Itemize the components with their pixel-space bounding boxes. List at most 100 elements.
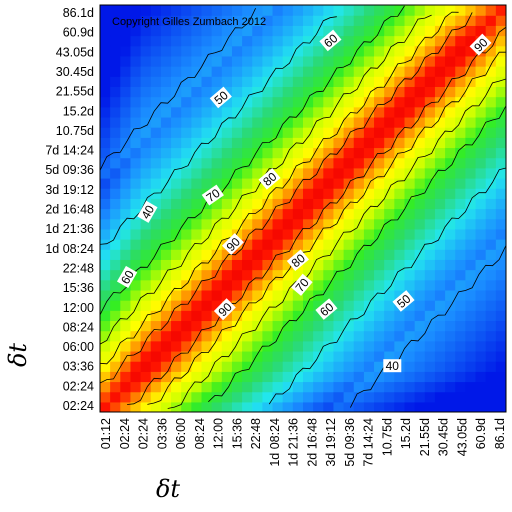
heatmap-cell — [445, 300, 456, 311]
heatmap-cell — [434, 371, 446, 383]
heatmap-cell — [323, 208, 335, 220]
heatmap-cell — [445, 381, 456, 393]
heatmap-cell — [465, 66, 477, 77]
heatmap-cell — [404, 310, 416, 322]
heatmap-cell — [374, 249, 385, 260]
heatmap-cell — [414, 188, 426, 199]
heatmap-cell — [150, 96, 162, 108]
heatmap-cell — [160, 289, 172, 301]
heatmap-cell — [272, 177, 284, 189]
heatmap-cell — [303, 208, 314, 220]
heatmap-cell — [404, 239, 416, 250]
heatmap-cell — [191, 228, 203, 240]
heatmap-cell — [120, 5, 132, 16]
heatmap-cell — [231, 76, 243, 87]
heatmap-cell — [181, 127, 192, 138]
x-tick-label: 12:00 — [212, 418, 226, 449]
heatmap-cell — [445, 401, 456, 412]
heatmap-cell — [465, 5, 477, 16]
heatmap-cell — [120, 381, 132, 393]
heatmap-cell — [323, 391, 335, 403]
heatmap-cell — [242, 259, 253, 271]
heatmap-cell — [323, 188, 335, 199]
heatmap-cell — [414, 228, 426, 240]
heatmap-cell — [495, 96, 506, 108]
heatmap-cell — [201, 391, 213, 403]
heatmap-cell — [374, 361, 385, 372]
heatmap-cell — [465, 208, 477, 220]
heatmap-cell — [100, 167, 111, 179]
heatmap-cell — [414, 279, 426, 291]
y-tick-label: 02:24 — [63, 399, 94, 413]
heatmap-cell — [303, 157, 314, 169]
heatmap-cell — [272, 330, 284, 342]
heatmap-cell — [120, 147, 132, 159]
heatmap-cell — [303, 259, 314, 271]
heatmap-cell — [201, 269, 213, 281]
heatmap-cell — [262, 310, 274, 322]
heatmap-cell — [465, 269, 477, 281]
heatmap-cell — [404, 340, 416, 352]
heatmap-cell — [120, 401, 132, 412]
heatmap-cell — [404, 76, 416, 87]
heatmap-cell — [150, 279, 162, 291]
heatmap-cell — [262, 127, 274, 138]
heatmap-cell — [475, 381, 487, 393]
heatmap-cell — [404, 116, 416, 128]
heatmap-cell — [495, 86, 506, 98]
heatmap-cell — [394, 289, 406, 301]
heatmap-cell — [313, 381, 324, 393]
heatmap-cell — [231, 401, 243, 412]
heatmap-cell — [181, 269, 192, 281]
heatmap-cell — [272, 269, 284, 281]
heatmap-cell — [414, 300, 426, 311]
heatmap-cell — [363, 361, 375, 372]
heatmap-cell — [303, 401, 314, 412]
heatmap-cell — [140, 35, 152, 47]
heatmap-cell — [465, 86, 477, 98]
heatmap-cell — [404, 198, 416, 210]
heatmap-cell — [313, 198, 324, 210]
heatmap-cell — [384, 249, 395, 260]
heatmap-cell — [374, 157, 385, 169]
heatmap-cell — [221, 208, 233, 220]
heatmap-cell — [140, 320, 152, 332]
heatmap-cell — [100, 5, 111, 16]
heatmap-cell — [384, 86, 395, 98]
heatmap-cell — [140, 279, 152, 291]
heatmap-cell — [211, 371, 223, 383]
heatmap-cell — [252, 391, 263, 403]
heatmap-cell — [221, 66, 233, 77]
heatmap-cell — [323, 15, 335, 26]
heatmap-cell — [221, 127, 233, 138]
heatmap-cell — [313, 228, 324, 240]
heatmap-cell — [363, 239, 375, 250]
heatmap-cell — [262, 15, 274, 26]
heatmap-cell — [353, 269, 365, 281]
heatmap-cell — [100, 381, 111, 393]
contour-label-bg — [201, 184, 224, 206]
heatmap-cell — [394, 55, 406, 67]
heatmap-cell — [282, 361, 294, 372]
heatmap-cell — [252, 218, 263, 230]
heatmap-cell — [130, 55, 142, 67]
heatmap-cell — [404, 350, 416, 362]
heatmap-cell — [181, 391, 192, 403]
heatmap-cell — [191, 116, 203, 128]
heatmap-cell — [434, 350, 446, 362]
heatmap-cell — [303, 177, 314, 189]
heatmap-cell — [475, 269, 487, 281]
y-tick-label: 5d 09:36 — [45, 163, 94, 177]
heatmap-cell — [475, 401, 487, 412]
heatmap-cell — [465, 45, 477, 57]
heatmap-cell — [110, 259, 121, 271]
heatmap-cell — [171, 401, 182, 412]
heatmap-cell — [374, 340, 385, 352]
heatmap-cell — [191, 259, 203, 271]
heatmap-cell — [221, 371, 233, 383]
heatmap-cell — [150, 198, 162, 210]
heatmap-cell — [201, 5, 213, 16]
heatmap-cell — [221, 381, 233, 393]
copyright-annotation: Copyright Gilles Zumbach 2012 — [112, 16, 266, 28]
heatmap-cell — [303, 147, 314, 159]
